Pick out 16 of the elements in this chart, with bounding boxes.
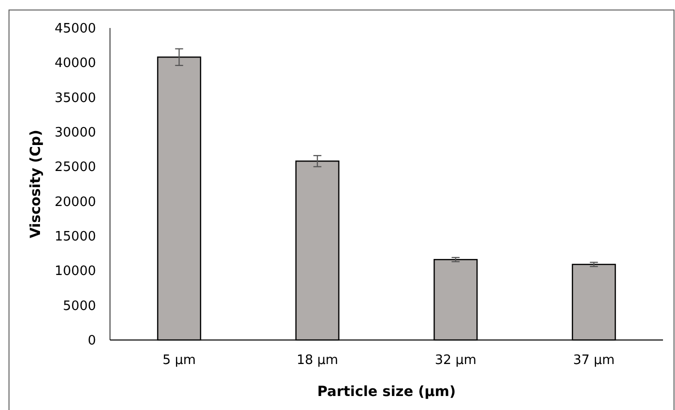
y-tick-label: 30000 — [54, 126, 96, 141]
y-axis-title: Viscosity (Cp) — [28, 130, 44, 238]
x-tick-label: 37 µm — [573, 353, 615, 368]
y-tick-label: 0 — [88, 334, 96, 349]
x-axis-title: Particle size (µm) — [317, 384, 456, 400]
x-tick-label: 5 µm — [162, 353, 196, 368]
y-tick-label: 35000 — [54, 90, 96, 106]
y-tick-label: 40000 — [54, 56, 96, 72]
y-tick-label: 5000 — [62, 298, 96, 314]
y-tick-label: 15000 — [54, 230, 96, 245]
x-tick-label: 32 µm — [434, 353, 476, 368]
y-tick-label: 10000 — [54, 264, 96, 280]
y-tick-label: 20000 — [54, 194, 96, 210]
x-tick-label: 18 µm — [296, 353, 338, 368]
y-tick-label: 25000 — [54, 160, 96, 176]
y-tick-label: 45000 — [54, 22, 96, 37]
